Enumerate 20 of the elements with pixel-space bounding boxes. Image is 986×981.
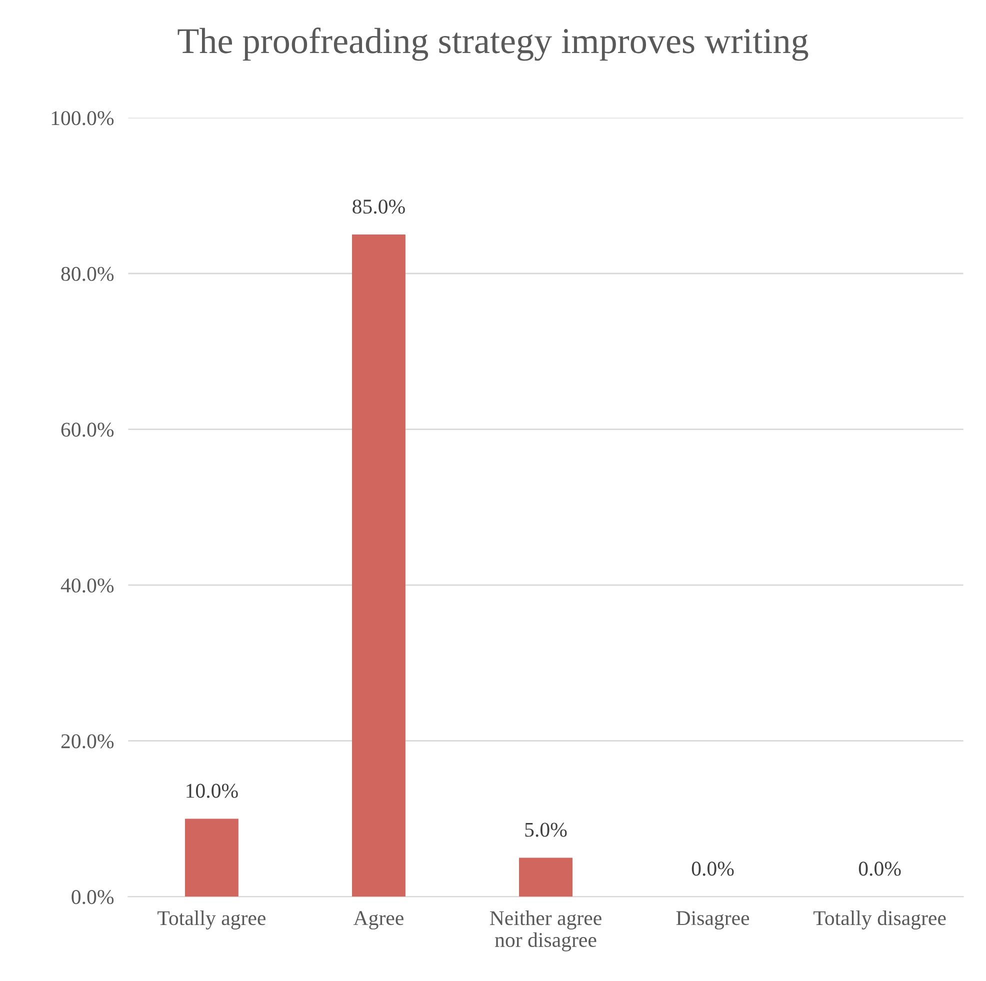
x-tick-label: Agree <box>353 911 404 930</box>
y-tick-label: 20.0% <box>61 734 114 748</box>
data-label: 10.0% <box>186 784 238 798</box>
y-tick-label: 60.0% <box>61 422 114 437</box>
x-tick-label: Totally agree <box>158 910 266 930</box>
x-tick-label: Neither agree nor disagree <box>490 910 602 952</box>
data-label: 5.0% <box>525 822 567 837</box>
x-tick-label: Totally disagree <box>814 910 946 930</box>
bar <box>184 818 238 897</box>
data-label: 0.0% <box>858 862 901 876</box>
chart-title: The proofreading strategy improves writing <box>178 28 808 61</box>
y-tick-label: 100.0% <box>52 111 114 126</box>
y-tick-label: 0.0% <box>72 890 114 904</box>
data-label: 0.0% <box>692 862 734 876</box>
x-tick-label: Disagree <box>676 911 750 930</box>
data-label: 85.0% <box>352 200 405 214</box>
bar <box>519 858 572 897</box>
y-tick-label: 80.0% <box>61 266 114 282</box>
bar <box>352 234 406 897</box>
y-tick-label: 40.0% <box>60 578 114 593</box>
